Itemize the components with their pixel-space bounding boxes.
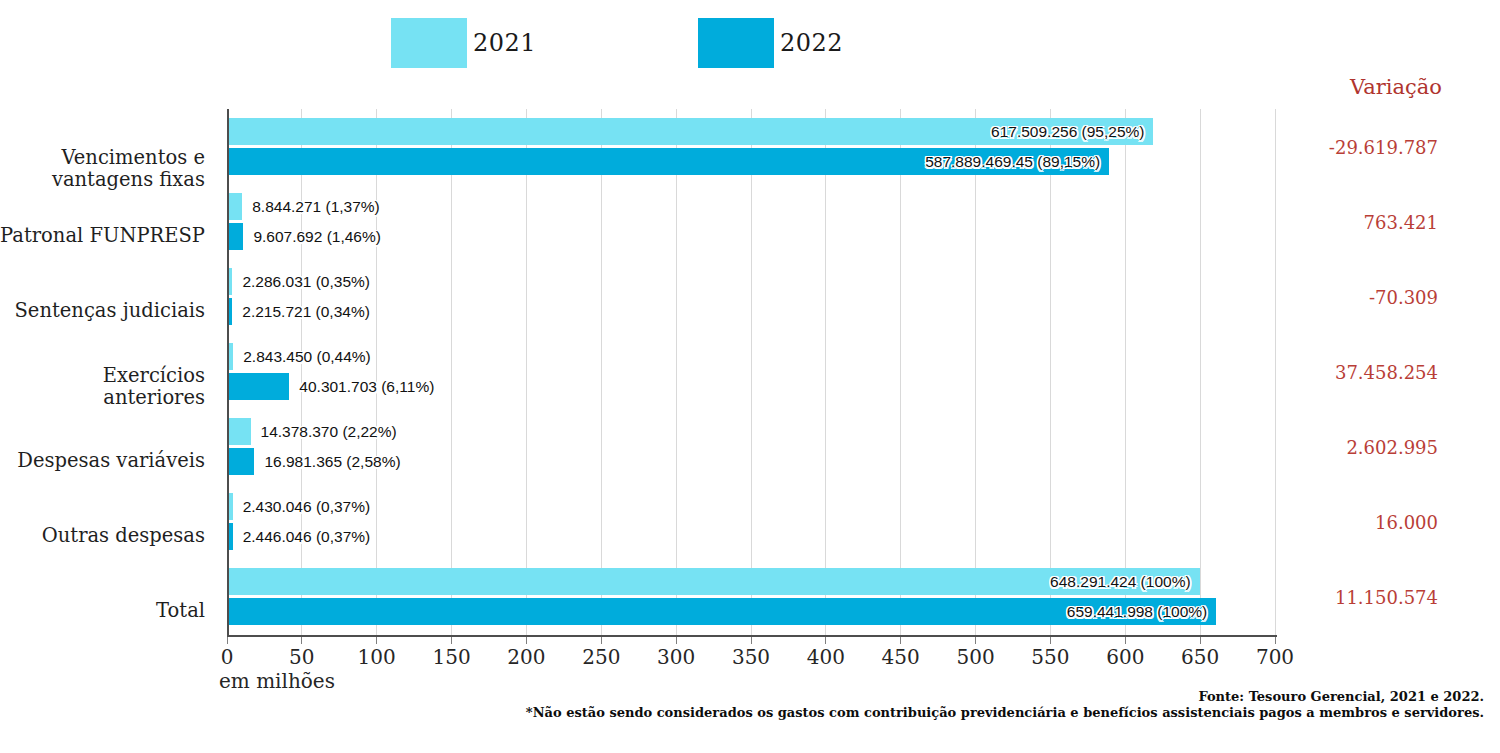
bar-value-label: 2.430.046 (0,37%): [243, 498, 371, 516]
variation-header: Variação: [1350, 75, 1442, 99]
legend-label-2022: 2022: [780, 29, 843, 57]
variation-value: 11.150.574: [1335, 586, 1438, 607]
category-label: Total: [0, 600, 205, 622]
x-axis-tick-label: 550: [1031, 645, 1069, 669]
bar-value-label: 2.843.450 (0,44%): [243, 348, 371, 366]
x-axis-tick-label: 500: [956, 645, 994, 669]
footer-source: Fonte: Tesouro Gerencial, 2021 e 2022.: [1198, 689, 1484, 704]
x-axis-tick: [1125, 637, 1126, 644]
x-axis-tick: [900, 637, 901, 644]
bar-value-label: 8.844.271 (1,37%): [252, 198, 380, 216]
bar-2021: [229, 418, 251, 445]
gridline: [301, 109, 302, 637]
bar-2022: [229, 448, 254, 475]
x-axis-tick-label: 50: [289, 645, 314, 669]
bar-value-label: 587.889.469.45 (89,15%): [925, 153, 1100, 171]
x-axis-tick-label: 400: [807, 645, 845, 669]
bar-value-label: 659.441.998 (100%): [1067, 603, 1207, 621]
x-axis-tick-label: 600: [1106, 645, 1144, 669]
category-label: Sentenças judiciais: [0, 300, 205, 322]
bar-2021: [229, 193, 242, 220]
bar-value-label: 648.291.424 (100%): [1050, 573, 1190, 591]
gridline: [975, 109, 976, 637]
x-axis-tick: [676, 637, 677, 644]
variation-value: 2.602.995: [1346, 436, 1438, 457]
bar-2021: [229, 268, 232, 295]
legend-label-2021: 2021: [473, 29, 536, 57]
x-axis-tick: [1200, 637, 1201, 644]
x-axis-tick-label: 700: [1256, 645, 1294, 669]
x-axis-tick: [1050, 637, 1051, 644]
gridline: [751, 109, 752, 637]
variation-value: -29.619.787: [1329, 136, 1438, 157]
x-axis-tick-label: 350: [732, 645, 770, 669]
bar-value-label: 40.301.703 (6,11%): [299, 378, 434, 396]
bar-2021: [229, 343, 233, 370]
x-axis-tick: [301, 637, 302, 644]
x-axis-tick: [751, 637, 752, 644]
gridline: [1200, 109, 1201, 637]
x-axis-tick: [1275, 637, 1276, 644]
x-axis-tick: [825, 637, 826, 644]
x-axis-tick: [376, 637, 377, 644]
bar-value-label: 2.446.046 (0,37%): [243, 528, 371, 546]
category-label: Exercícios anteriores: [0, 365, 205, 408]
gridline: [1125, 109, 1126, 637]
bar-value-label: 2.286.031 (0,35%): [242, 273, 370, 291]
bar-2021: [229, 493, 233, 520]
x-axis-tick-label: 250: [582, 645, 620, 669]
x-axis-tick-label: 650: [1181, 645, 1219, 669]
variation-value: 16.000: [1375, 511, 1438, 532]
legend-item-2022: 2022: [698, 18, 843, 68]
gridline: [601, 109, 602, 637]
bar-2022: [229, 523, 233, 550]
bar-value-label: 14.378.370 (2,22%): [261, 423, 397, 441]
axis-unit-label: em milhões: [219, 669, 335, 693]
bar-value-label: 9.607.692 (1,46%): [253, 228, 381, 246]
category-label: Despesas variáveis: [0, 450, 205, 472]
bar-value-label: 16.981.365 (2,58%): [264, 453, 400, 471]
x-axis-tick: [227, 637, 228, 644]
gridline: [1275, 109, 1276, 637]
chart-stage: 2021 2022 Variação 617.509.256 (95,25%) 5…: [0, 0, 1500, 753]
bar-2022: [229, 223, 243, 250]
footer-note: *Não estão sendo considerados os gastos …: [526, 705, 1484, 720]
x-axis-tick-label: 200: [507, 645, 545, 669]
x-axis-tick: [526, 637, 527, 644]
bar-2022: [229, 298, 232, 325]
gridline: [676, 109, 677, 637]
plot-area: 617.509.256 (95,25%) 587.889.469.45 (89,1…: [227, 109, 1275, 637]
legend-swatch-2022: [698, 18, 774, 68]
x-axis-tick-label: 0: [221, 645, 234, 669]
gridline: [825, 109, 826, 637]
legend-swatch-2021: [391, 18, 467, 68]
variation-value: 37.458.254: [1335, 361, 1438, 382]
bar-value-label: 2.215.721 (0,34%): [242, 303, 370, 321]
bar-value-label: 617.509.256 (95,25%): [991, 123, 1144, 141]
bar-2022: [229, 373, 289, 400]
category-label: Outras despesas: [0, 525, 205, 547]
x-axis-tick: [451, 637, 452, 644]
x-axis-tick-label: 300: [657, 645, 695, 669]
x-axis-tick-label: 100: [358, 645, 396, 669]
gridline: [451, 109, 452, 637]
category-label: Patronal FUNPRESP: [0, 225, 205, 247]
x-axis-line: [227, 635, 1277, 637]
x-axis-tick-label: 150: [432, 645, 470, 669]
x-axis-tick: [975, 637, 976, 644]
gridline: [900, 109, 901, 637]
gridline: [526, 109, 527, 637]
category-label: Vencimentos e vantagens fixas: [0, 147, 205, 190]
variation-value: 763.421: [1364, 211, 1438, 232]
variation-value: -70.309: [1369, 286, 1438, 307]
legend-item-2021: 2021: [391, 18, 536, 68]
x-axis-tick: [601, 637, 602, 644]
x-axis-tick-label: 450: [882, 645, 920, 669]
gridline: [1050, 109, 1051, 637]
gridline: [376, 109, 377, 637]
